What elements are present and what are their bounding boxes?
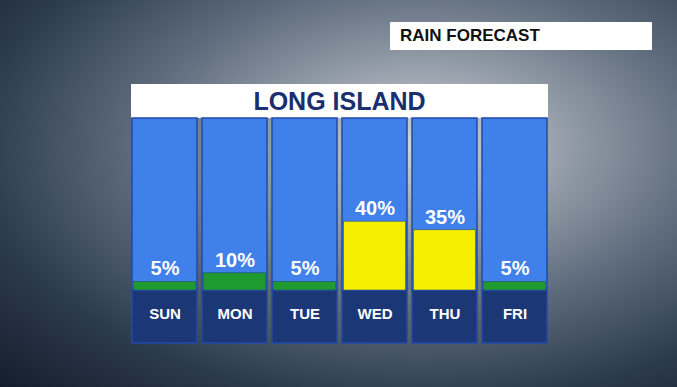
svg-text:5%: 5% (501, 257, 530, 279)
svg-text:35%: 35% (425, 206, 465, 228)
svg-text:FRI: FRI (503, 305, 527, 322)
svg-text:WED: WED (358, 305, 393, 322)
html-text:LONG ISLAND: LONG ISLAND (253, 87, 426, 115)
svg-text:SUN: SUN (149, 305, 181, 322)
svg-text:40%: 40% (355, 197, 395, 219)
svg-text:MON: MON (218, 305, 253, 322)
svg-text:5%: 5% (291, 257, 320, 279)
svg-text:THU: THU (430, 305, 461, 322)
svg-text:10%: 10% (215, 249, 255, 271)
svg-text:5%: 5% (151, 257, 180, 279)
html-text:RAIN FORECAST: RAIN FORECAST (400, 26, 540, 45)
svg-text:TUE: TUE (290, 305, 320, 322)
